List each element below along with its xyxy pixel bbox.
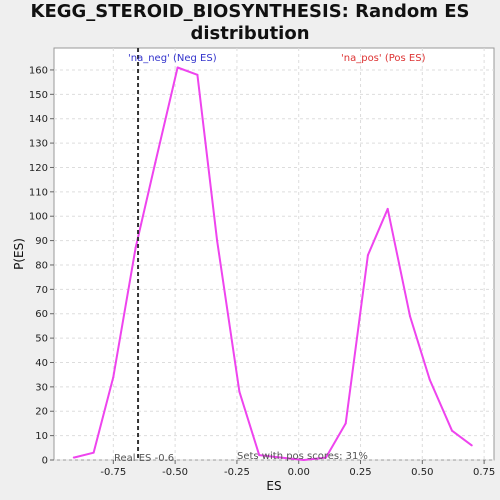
x-tick-label: 0.00 (288, 467, 310, 478)
chart-title: KEGG_STEROID_BIOSYNTHESIS: Random ES dis… (0, 1, 500, 45)
data-point (386, 207, 389, 210)
y-axis-label: P(ES) (12, 238, 26, 270)
y-tick-label: 140 (29, 114, 48, 125)
pos-fraction-label: Sets with pos scores: 31% (237, 451, 368, 462)
y-tick-label: 0 (42, 456, 48, 467)
y-tick-label: 80 (35, 260, 48, 271)
data-point (470, 444, 473, 447)
x-tick-label: -0.75 (100, 467, 126, 478)
y-tick-label: 90 (35, 236, 48, 247)
y-tick-label: 30 (35, 382, 48, 393)
y-tick-label: 160 (29, 65, 48, 76)
y-tick-label: 130 (29, 139, 48, 150)
axes: 0 10 20 30 40 50 60 70 80 90 100 110 120 130 140 150 160… (29, 65, 495, 478)
y-tick-label: 40 (35, 358, 48, 369)
chart-title-line1: KEGG_STEROID_BIOSYNTHESIS: Random ES (30, 1, 470, 22)
x-tick-label: 0.50 (411, 467, 433, 478)
y-tick-label: 100 (29, 212, 48, 223)
data-point (196, 73, 199, 76)
data-point (450, 429, 453, 432)
y-tick-label: 60 (35, 309, 48, 320)
pos-es-label: 'na_pos' (Pos ES) (341, 53, 426, 64)
data-point (258, 454, 261, 457)
y-tick-label: 120 (29, 163, 48, 174)
data-point (324, 456, 327, 459)
data-point (176, 66, 179, 69)
data-point (366, 254, 369, 257)
data-point (216, 239, 219, 242)
x-tick-label: 0.25 (349, 467, 371, 478)
data-point (408, 315, 411, 318)
x-tick-label: -0.25 (224, 467, 250, 478)
y-tick-label: 20 (35, 407, 48, 418)
data-point (92, 451, 95, 454)
y-tick-label: 110 (29, 187, 48, 198)
data-point (112, 376, 115, 379)
data-point (280, 456, 283, 459)
y-tick-label: 10 (35, 431, 48, 442)
grid-lines (54, 48, 494, 461)
y-tick-label: 70 (35, 285, 48, 296)
plot-area (53, 47, 495, 461)
real-es-label: Real ES -0.6 (114, 453, 174, 464)
data-point (344, 422, 347, 425)
data-point (238, 390, 241, 393)
x-axis-label: ES (266, 479, 281, 493)
x-tick-label: 0.75 (473, 467, 495, 478)
neg-es-label: 'na_neg' (Neg ES) (128, 53, 217, 64)
y-tick-label: 50 (35, 334, 48, 345)
data-point (134, 246, 137, 249)
y-tick-label: 150 (29, 90, 48, 101)
data-point (72, 456, 75, 459)
chart-title-line2: distribution (190, 23, 310, 44)
data-point (154, 161, 157, 164)
x-tick-label: -0.50 (162, 467, 188, 478)
data-point (428, 378, 431, 381)
annotations: 'na_neg' (Neg ES) 'na_pos' (Pos ES) Real E… (114, 48, 426, 464)
data-point (302, 459, 305, 461)
